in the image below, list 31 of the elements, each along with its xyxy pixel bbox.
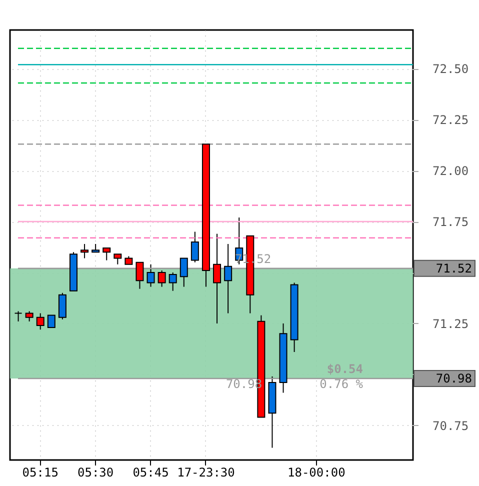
candlestick (213, 233, 222, 324)
y-tick-label: 72.50 (432, 62, 469, 76)
candlestick (14, 310, 22, 322)
candlestick (158, 270, 166, 288)
candlestick (224, 243, 232, 314)
x-tick-label: 05:45 (132, 466, 169, 480)
candlestick (47, 314, 56, 328)
candlestick (136, 262, 144, 290)
annotation: 0.76 % (320, 377, 364, 391)
candlestick (190, 231, 199, 263)
x-tick-label: 17-23:30 (177, 466, 235, 480)
candlestick (25, 310, 34, 322)
candlestick (36, 312, 44, 330)
x-tick-label: 05:30 (78, 466, 114, 480)
candlestick (114, 254, 122, 265)
candlestick (58, 292, 66, 320)
y-tick-label: 71.75 (432, 215, 469, 230)
candlestick (80, 243, 89, 259)
y-tick-label: 70.75 (432, 418, 469, 433)
ref-line-label: 70.98 (436, 371, 472, 386)
x-tick-label: 18-00:00 (287, 466, 346, 480)
y-tick-label: 72.00 (432, 164, 469, 178)
candlestick (102, 248, 111, 261)
x-tick-label: 05:15 (22, 466, 58, 480)
y-tick-label: 71.25 (432, 316, 469, 331)
candlestick (180, 258, 188, 288)
candlestick (146, 264, 155, 288)
annotation: $0.54 (326, 362, 363, 376)
ref-line-label: 71.52 (436, 261, 472, 276)
y-tick-label: 72.25 (432, 113, 469, 128)
candlestick (168, 272, 177, 292)
